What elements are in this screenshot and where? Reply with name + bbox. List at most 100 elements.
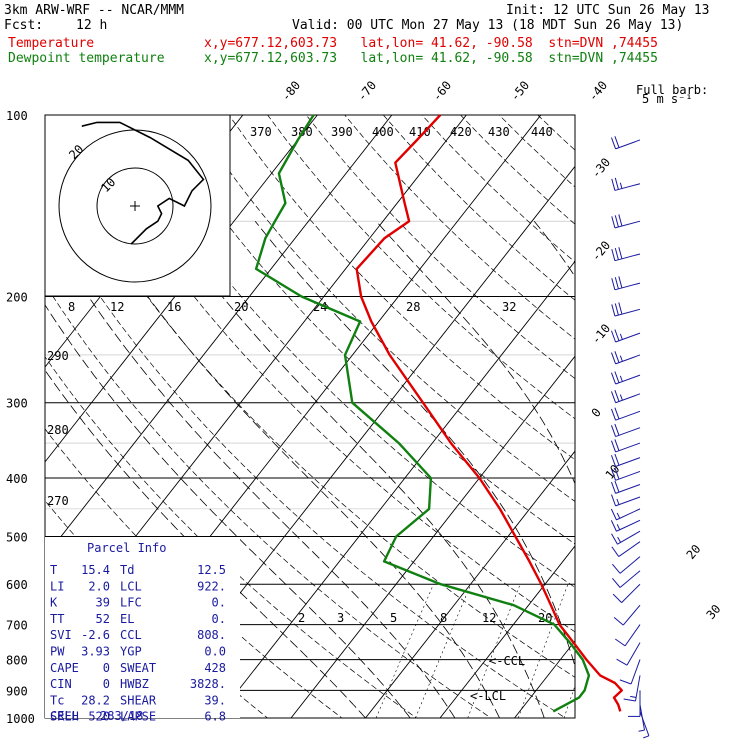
isotherm-label: -80 xyxy=(279,78,304,104)
wind-barb-flag xyxy=(610,481,617,494)
mixing-ratio-line xyxy=(518,584,569,718)
parcel-param-name: SHEAR xyxy=(120,693,157,707)
theta-e-label: 390 xyxy=(331,125,353,139)
temperature-location: x,y=677.12,603.73 lat,lon= 41.62, -90.58… xyxy=(204,36,658,51)
wind-barb-staff xyxy=(614,308,641,317)
wind-barb-flag xyxy=(611,178,616,191)
parcel-param-name: SWEAT xyxy=(120,661,156,675)
parcel-param-name: TT xyxy=(50,612,64,626)
wind-barb-flag xyxy=(610,468,617,481)
dry-adiabat xyxy=(228,115,575,461)
moist-adiabat xyxy=(375,220,575,485)
isotherm-label: 30 xyxy=(704,602,724,622)
wind-barb-flag xyxy=(618,214,623,227)
parcel-param-name: PW xyxy=(50,645,65,659)
wind-barb-flag xyxy=(610,352,617,365)
dry-adiabat xyxy=(498,115,575,188)
wind-barb-staff xyxy=(614,183,641,191)
dry-adiabat xyxy=(190,115,575,502)
isotherm-label: -70 xyxy=(355,78,380,104)
wind-barb-flag xyxy=(610,137,617,150)
wind-barb-flag xyxy=(614,439,620,451)
wind-barb-flag xyxy=(610,408,617,421)
wind-barb-flag xyxy=(614,277,619,290)
wind-barb-staff xyxy=(615,410,641,421)
dry-adiabat xyxy=(654,115,740,731)
mixing-ratio-label: 8 xyxy=(440,611,447,625)
wind-barb-flag xyxy=(619,375,623,382)
wind-barb-flag xyxy=(610,440,617,453)
parcel-param-name: EL xyxy=(120,612,134,626)
mixing-ratio-line xyxy=(563,684,575,718)
parcel-param-name: LI xyxy=(50,579,64,593)
wind-barb-flag xyxy=(614,423,620,436)
mixing-ratio-label: 2 xyxy=(298,611,305,625)
mixing-ratio-line xyxy=(415,584,472,718)
dewpoint-location: x,y=677.12,603.73 lat,lon= 41.62, -90.58… xyxy=(204,51,658,66)
parcel-param-value: 39. xyxy=(204,693,226,707)
wind-barb-flag xyxy=(614,136,620,148)
parcel-cell-label: CELL xyxy=(50,709,79,723)
theta-e-label: 370 xyxy=(250,125,272,139)
isotherm-line xyxy=(45,115,318,463)
theta-label: 270 xyxy=(47,494,69,508)
parcel-param-value: 428 xyxy=(204,661,226,675)
wind-barb-staff xyxy=(639,711,650,736)
parcel-param-name: CAPE xyxy=(50,661,79,675)
parcel-param-name: LFC xyxy=(120,596,142,610)
theta-e-label: 440 xyxy=(531,125,553,139)
parcel-info-title: Parcel Info xyxy=(87,541,166,555)
parcel-param-value: 3828. xyxy=(190,677,226,691)
wind-barb-flag xyxy=(619,394,623,401)
parcel-param-name: CCL xyxy=(120,628,142,642)
hodograph-ring xyxy=(96,167,174,245)
parcel-param-value: 3.93 xyxy=(81,645,110,659)
parcel-param-value: 2.0 xyxy=(88,579,110,593)
wind-barb-staff xyxy=(626,642,641,666)
mixing-ratio-line xyxy=(375,584,434,718)
wind-barb-staff xyxy=(614,220,641,229)
parcel-param-name: LAPSE xyxy=(120,710,156,724)
isotherm-label: 0 xyxy=(589,405,604,420)
isotherm-label: -10 xyxy=(589,321,614,347)
parcel-param-value: 28.2 xyxy=(81,693,110,707)
hodograph-trace xyxy=(81,121,205,245)
wind-barb-staff xyxy=(615,393,641,404)
dry-adiabat xyxy=(267,115,575,420)
wind-barb-staff xyxy=(624,624,641,647)
model-title: 3km ARW-WRF -- NCAR/MMM xyxy=(4,3,185,18)
parcel-param-value: 0. xyxy=(212,596,226,610)
forecast-label: Fcst: xyxy=(4,18,44,33)
parcel-param-value: 0 xyxy=(103,661,110,675)
wind-barb-flag xyxy=(611,563,621,574)
dry-adiabat xyxy=(692,115,740,731)
wind-barb-flag xyxy=(614,371,620,383)
wind-barb-flag xyxy=(614,480,620,493)
wind-barb-flag xyxy=(617,536,622,543)
parcel-param-value: 922. xyxy=(197,579,226,593)
wind-barb-flag xyxy=(618,302,623,315)
isotherm-line xyxy=(514,640,575,718)
isotherm-line xyxy=(365,450,575,718)
wind-barb-flag xyxy=(610,425,617,437)
parcel-param-value: 6.8 xyxy=(204,710,226,724)
hodograph-speed-label: 16 xyxy=(167,300,181,314)
parcel-param-value: 0. xyxy=(212,612,226,626)
valid-time: Valid: 00 UTC Mon 27 May 13 (18 MDT Sun … xyxy=(292,18,684,33)
wind-barb-staff xyxy=(615,332,641,343)
theta-label: 280 xyxy=(47,423,69,437)
parcel-param-name: T xyxy=(50,563,57,577)
wind-barb-staff xyxy=(615,496,641,507)
wind-key-label: Full barb: xyxy=(636,83,708,97)
hodograph-speed-label: 8 xyxy=(68,300,75,314)
wind-barb-flag xyxy=(614,351,620,363)
isotherm-line xyxy=(439,545,575,718)
parcel-param-value: 15.4 xyxy=(81,563,110,577)
pressure-tick-label: 600 xyxy=(6,578,28,592)
hodograph-speed-label: 28 xyxy=(406,300,420,314)
theta-e-label: 400 xyxy=(372,125,394,139)
wind-barb-flag xyxy=(614,638,626,647)
dry-adiabat xyxy=(151,115,575,545)
theta-e-label: 430 xyxy=(488,125,510,139)
